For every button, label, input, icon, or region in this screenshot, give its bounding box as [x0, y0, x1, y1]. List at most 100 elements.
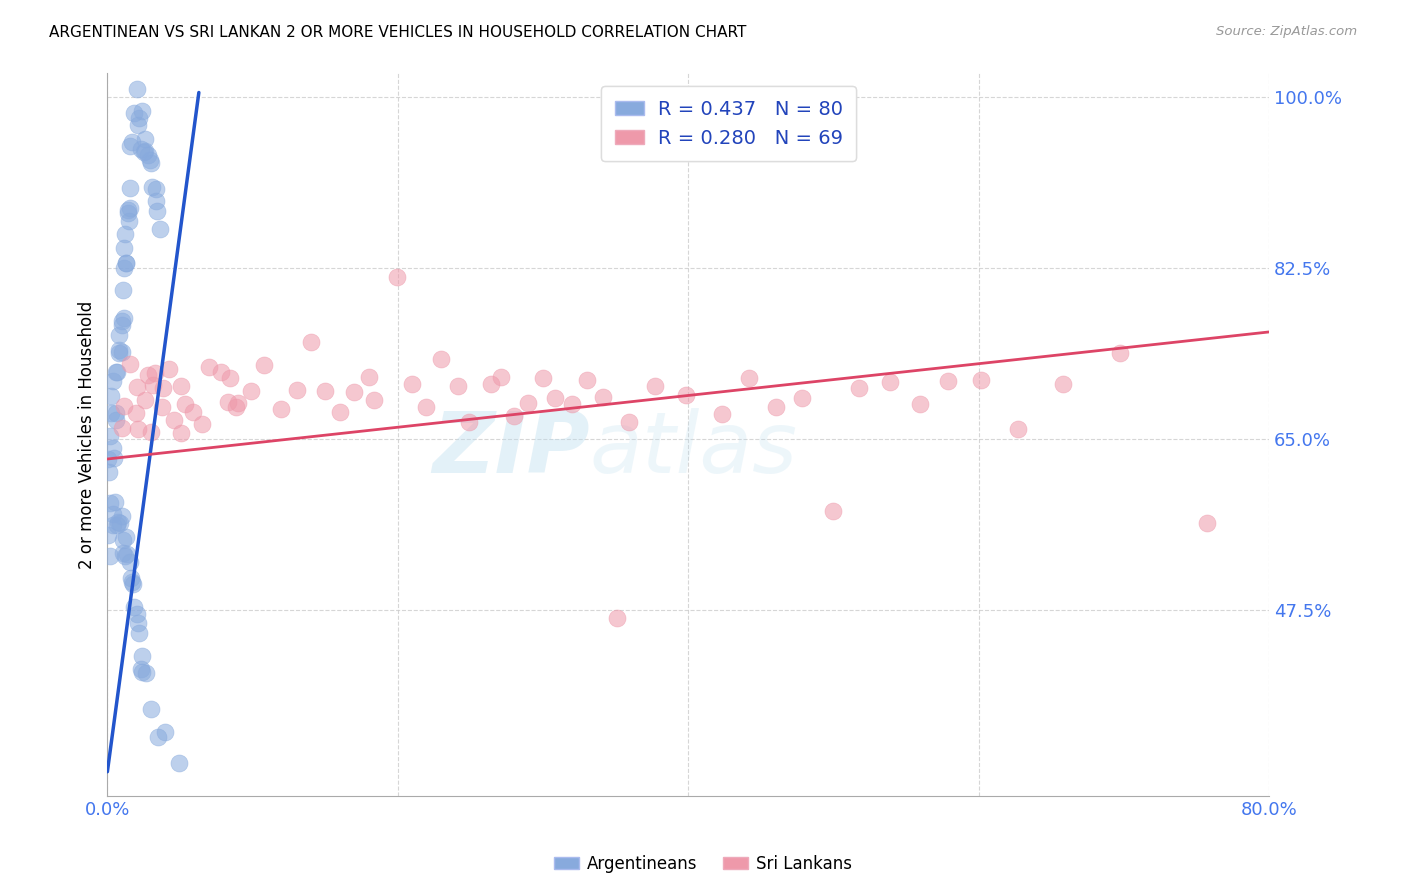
- Point: [544, 391, 567, 405]
- Point: [114, 311, 136, 326]
- Point: [142, 377, 165, 392]
- Point: [127, 616, 149, 631]
- Point: [145, 182, 167, 196]
- Point: [531, 370, 554, 384]
- Point: [163, 412, 186, 426]
- Point: [110, 508, 132, 523]
- Point: [135, 665, 157, 680]
- Point: [343, 384, 366, 399]
- Point: [111, 421, 134, 435]
- Point: [131, 662, 153, 676]
- Point: [363, 393, 385, 408]
- Point: [1052, 376, 1074, 391]
- Point: [115, 530, 138, 544]
- Point: [132, 145, 155, 160]
- Point: [112, 399, 135, 413]
- Point: [101, 517, 124, 532]
- Point: [122, 576, 145, 591]
- Point: [1197, 516, 1219, 531]
- Point: [121, 575, 143, 590]
- Point: [134, 144, 156, 158]
- Point: [516, 396, 538, 410]
- Point: [111, 318, 134, 333]
- Point: [136, 368, 159, 383]
- Point: [127, 82, 149, 96]
- Point: [98, 549, 121, 563]
- Point: [120, 555, 142, 569]
- Point: [619, 415, 641, 429]
- Point: [118, 357, 141, 371]
- Point: [139, 153, 162, 167]
- Point: [139, 702, 162, 716]
- Point: [107, 327, 129, 342]
- Point: [218, 370, 240, 384]
- Point: [790, 391, 813, 405]
- Point: [146, 204, 169, 219]
- Point: [104, 406, 127, 420]
- Point: [111, 283, 134, 297]
- Point: [167, 756, 190, 770]
- Point: [491, 369, 513, 384]
- Point: [141, 425, 163, 439]
- Text: ARGENTINEAN VS SRI LANKAN 2 OR MORE VEHICLES IN HOUSEHOLD CORRELATION CHART: ARGENTINEAN VS SRI LANKAN 2 OR MORE VEHI…: [49, 25, 747, 40]
- Point: [592, 390, 614, 404]
- Point: [107, 346, 129, 360]
- Point: [253, 359, 276, 373]
- Point: [100, 389, 122, 403]
- Point: [97, 452, 120, 467]
- Point: [738, 370, 761, 384]
- Point: [124, 405, 146, 419]
- Text: atlas: atlas: [589, 408, 797, 491]
- Point: [114, 256, 136, 270]
- Point: [225, 400, 247, 414]
- Point: [98, 465, 121, 479]
- Point: [240, 384, 263, 399]
- Point: [385, 269, 408, 284]
- Point: [170, 379, 193, 393]
- Point: [141, 156, 163, 170]
- Point: [118, 139, 141, 153]
- Point: [100, 429, 122, 443]
- Point: [125, 380, 148, 394]
- Point: [359, 369, 381, 384]
- Legend: R = 0.437   N = 80, R = 0.280   N = 69: R = 0.437 N = 80, R = 0.280 N = 69: [602, 87, 856, 161]
- Point: [415, 401, 437, 415]
- Point: [110, 516, 132, 530]
- Point: [111, 345, 134, 359]
- Point: [457, 415, 479, 429]
- Point: [127, 118, 149, 132]
- Point: [101, 507, 124, 521]
- Point: [145, 194, 167, 208]
- Point: [157, 361, 180, 376]
- Point: [270, 402, 292, 417]
- Point: [198, 360, 221, 375]
- Point: [1108, 345, 1130, 359]
- Point: [114, 256, 136, 270]
- Point: [285, 384, 308, 398]
- Point: [101, 374, 124, 388]
- Point: [561, 397, 583, 411]
- Text: Source: ZipAtlas.com: Source: ZipAtlas.com: [1216, 25, 1357, 38]
- Point: [429, 352, 451, 367]
- Text: ZIP: ZIP: [432, 408, 589, 491]
- Point: [329, 405, 352, 419]
- Point: [153, 724, 176, 739]
- Point: [134, 131, 156, 145]
- Point: [217, 395, 239, 409]
- Point: [112, 261, 135, 276]
- Point: [127, 422, 149, 436]
- Point: [606, 611, 628, 625]
- Point: [447, 379, 470, 393]
- Point: [103, 450, 125, 465]
- Point: [101, 441, 124, 455]
- Point: [938, 374, 960, 388]
- Legend: Argentineans, Sri Lankans: Argentineans, Sri Lankans: [547, 848, 859, 880]
- Point: [143, 366, 166, 380]
- Point: [908, 396, 931, 410]
- Point: [710, 407, 733, 421]
- Point: [117, 206, 139, 220]
- Point: [848, 381, 870, 395]
- Point: [131, 665, 153, 680]
- Point: [105, 365, 128, 379]
- Point: [112, 241, 135, 255]
